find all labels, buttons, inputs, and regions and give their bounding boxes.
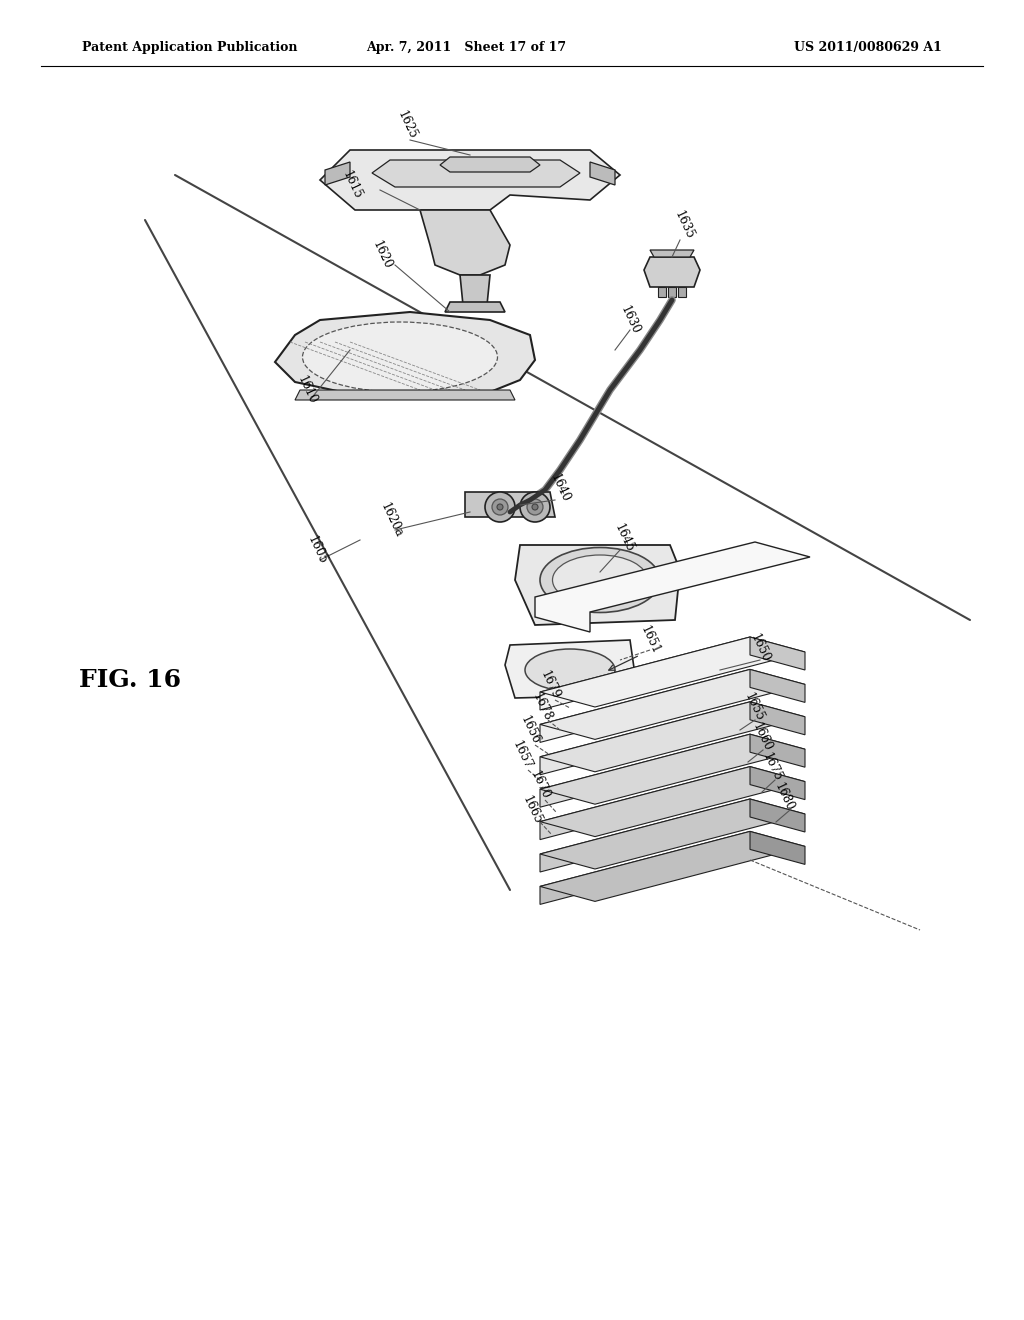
- Text: 1670: 1670: [528, 768, 552, 801]
- Text: FIG. 16: FIG. 16: [79, 668, 181, 692]
- Text: 1655: 1655: [742, 690, 766, 723]
- Text: 1651: 1651: [638, 624, 663, 656]
- Polygon shape: [325, 162, 350, 185]
- Polygon shape: [750, 702, 805, 735]
- Polygon shape: [750, 638, 805, 671]
- Polygon shape: [275, 312, 535, 399]
- Polygon shape: [372, 160, 580, 187]
- Polygon shape: [540, 832, 805, 902]
- Text: 1656: 1656: [518, 714, 543, 746]
- Text: 1610: 1610: [295, 374, 319, 407]
- Polygon shape: [540, 638, 750, 710]
- Ellipse shape: [532, 504, 538, 510]
- Text: 1675: 1675: [760, 751, 784, 783]
- Ellipse shape: [485, 492, 515, 521]
- Polygon shape: [440, 157, 540, 172]
- Text: 1679: 1679: [538, 669, 562, 701]
- Polygon shape: [540, 799, 805, 869]
- Polygon shape: [668, 286, 676, 297]
- Polygon shape: [650, 249, 694, 257]
- Polygon shape: [515, 545, 680, 624]
- Polygon shape: [590, 162, 615, 185]
- Polygon shape: [750, 799, 805, 832]
- Polygon shape: [505, 640, 635, 698]
- Polygon shape: [540, 767, 750, 840]
- Polygon shape: [678, 286, 686, 297]
- Text: Patent Application Publication: Patent Application Publication: [82, 41, 297, 54]
- Polygon shape: [319, 150, 620, 210]
- Text: 1678: 1678: [530, 690, 554, 723]
- Text: US 2011/0080629 A1: US 2011/0080629 A1: [795, 41, 942, 54]
- Polygon shape: [540, 638, 805, 708]
- Ellipse shape: [492, 499, 508, 515]
- Polygon shape: [540, 702, 750, 775]
- Text: 1680: 1680: [772, 780, 797, 813]
- Text: 1605: 1605: [305, 533, 330, 566]
- Polygon shape: [540, 702, 805, 772]
- Polygon shape: [295, 389, 515, 400]
- Polygon shape: [540, 767, 805, 837]
- Polygon shape: [540, 832, 750, 904]
- Ellipse shape: [540, 548, 660, 612]
- Polygon shape: [750, 734, 805, 767]
- Ellipse shape: [302, 322, 498, 392]
- Ellipse shape: [520, 492, 550, 521]
- Polygon shape: [540, 669, 750, 742]
- Text: Apr. 7, 2011   Sheet 17 of 17: Apr. 7, 2011 Sheet 17 of 17: [366, 41, 566, 54]
- Text: 1640: 1640: [548, 471, 572, 504]
- Polygon shape: [460, 275, 490, 305]
- Ellipse shape: [525, 649, 615, 690]
- Text: 1615: 1615: [340, 169, 365, 201]
- Ellipse shape: [527, 499, 543, 515]
- Polygon shape: [465, 492, 555, 517]
- Ellipse shape: [553, 554, 647, 605]
- Polygon shape: [445, 302, 505, 312]
- Polygon shape: [750, 669, 805, 702]
- Text: 1657: 1657: [510, 739, 535, 771]
- Text: 1665: 1665: [520, 793, 545, 826]
- Polygon shape: [750, 832, 805, 865]
- Polygon shape: [540, 669, 805, 739]
- Polygon shape: [540, 799, 750, 873]
- Polygon shape: [644, 257, 700, 286]
- Polygon shape: [535, 543, 810, 632]
- Text: 1650: 1650: [748, 632, 772, 664]
- Polygon shape: [750, 767, 805, 800]
- Text: 1630: 1630: [618, 304, 642, 337]
- Polygon shape: [540, 734, 750, 808]
- Text: 1625: 1625: [395, 108, 420, 141]
- Polygon shape: [420, 210, 510, 275]
- Text: 1620a: 1620a: [378, 500, 406, 540]
- Text: 1645: 1645: [612, 521, 636, 554]
- Ellipse shape: [497, 504, 503, 510]
- Text: 1635: 1635: [672, 209, 696, 242]
- Text: 1660: 1660: [750, 721, 774, 754]
- Text: 1620: 1620: [370, 239, 394, 271]
- Polygon shape: [658, 286, 666, 297]
- Polygon shape: [540, 734, 805, 804]
